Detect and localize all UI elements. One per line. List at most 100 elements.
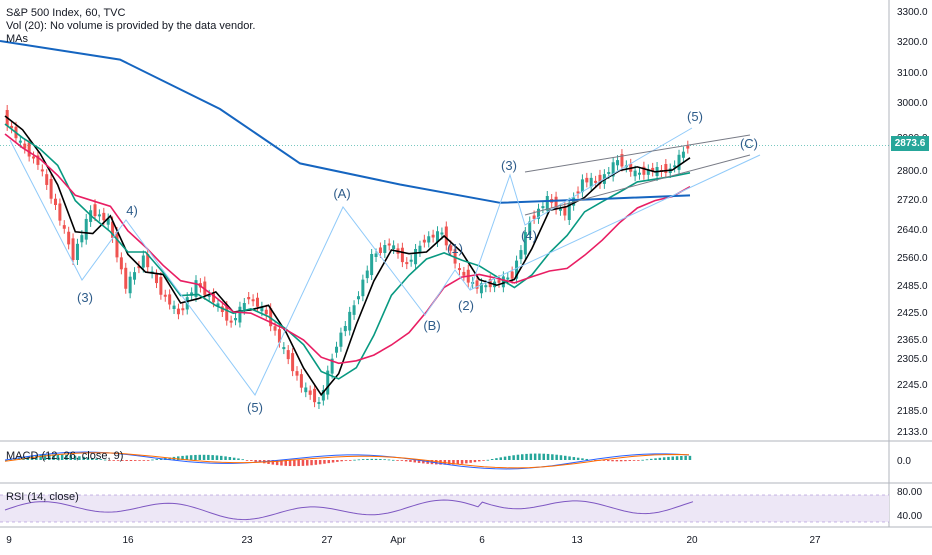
price-tick-label: 2485.0 (897, 281, 928, 292)
macd-histogram-bar (684, 455, 687, 460)
macd-histogram-bar (146, 460, 150, 461)
candle-body (673, 165, 677, 168)
macd-histogram-bar (546, 453, 550, 460)
macd-histogram-bar (254, 460, 257, 462)
candle-body (400, 247, 404, 263)
macd-histogram-bar (641, 459, 644, 461)
macd-histogram-bar (288, 460, 292, 467)
price-tick-label: 2365.0 (897, 335, 928, 346)
macd-histogram-bar (482, 460, 485, 461)
candle-body (163, 294, 167, 297)
candle-body (436, 231, 440, 242)
candle-body (10, 125, 14, 129)
macd-histogram-bar (60, 454, 64, 460)
macd-histogram-bar (404, 460, 408, 462)
candle-body (190, 292, 194, 296)
macd-signal-line (4, 452, 690, 469)
price-tick-label: 3200.0 (897, 37, 928, 48)
price-tick-label: 2800.0 (897, 166, 928, 177)
candle-body (225, 306, 229, 321)
candle-body (330, 358, 334, 374)
candle-body (32, 156, 36, 159)
candle-body (611, 162, 615, 177)
candle-body (264, 309, 268, 315)
candle-body (576, 191, 580, 194)
macd-histogram-bar (469, 460, 472, 463)
macd-histogram-bar (516, 454, 520, 460)
candle-body (462, 271, 466, 276)
macd-histogram-bar (538, 453, 541, 460)
candle-body (677, 154, 681, 170)
candle-body (115, 231, 119, 258)
price-tick-label: 2245.0 (897, 380, 928, 391)
macd-histogram-bar (194, 454, 197, 460)
rsi-tick-label: 80.00 (897, 487, 922, 498)
macd-histogram-bar (232, 457, 236, 460)
candle-body (168, 294, 172, 305)
macd-histogram-bar (645, 459, 649, 461)
macd-histogram-bar (336, 460, 339, 462)
macd-histogram-bar (615, 460, 619, 462)
candle-body (541, 206, 545, 209)
macd-histogram-bar (301, 460, 305, 466)
candle-body (102, 212, 106, 221)
candle-body (664, 164, 668, 173)
price-tick-label: 2425.0 (897, 308, 928, 319)
candle-body (620, 154, 624, 167)
macd-histogram-bar (39, 454, 42, 460)
time-tick-label: 20 (686, 535, 698, 546)
candle-body (291, 353, 295, 372)
candle-body (299, 374, 303, 388)
rsi-line (4, 499, 694, 521)
rsi-band (0, 495, 889, 522)
candle-body (133, 272, 137, 280)
macd-histogram-bar (258, 460, 262, 463)
candle-body (651, 167, 655, 172)
macd-histogram-bar (95, 458, 98, 460)
candle-body (646, 169, 650, 175)
price-tick-label: 2560.0 (897, 253, 928, 264)
ma-slow-line (4, 133, 691, 365)
candle-body (414, 248, 418, 265)
macd-histogram-bar (168, 457, 171, 460)
wave-label: (B) (423, 318, 440, 333)
macd-histogram-bar (198, 454, 201, 460)
candle-body (286, 350, 290, 360)
wave-label: (5) (687, 109, 703, 124)
macd-histogram-bar (271, 460, 275, 465)
candle-body (207, 294, 211, 297)
candle-body (273, 326, 277, 331)
candle-body (146, 254, 150, 268)
macd-histogram-bar (52, 454, 55, 460)
candle-body (475, 280, 479, 289)
macd-histogram-bar (392, 459, 395, 461)
macd-histogram-bar (568, 456, 571, 460)
price-tick-label: 2185.0 (897, 406, 928, 417)
macd-histogram-bar (108, 460, 111, 461)
macd-histogram-bar (155, 459, 158, 460)
candle-body (356, 296, 360, 300)
macd-histogram-bar (43, 454, 47, 460)
macd-histogram-bar (667, 456, 670, 460)
candle-body (23, 143, 27, 149)
macd-histogram-bar (525, 453, 528, 460)
macd-histogram-bar (456, 460, 459, 465)
candle-body (545, 196, 549, 211)
price-tick-label: 2640.0 (897, 225, 928, 236)
candle-body (374, 253, 378, 257)
macd-histogram-bar (280, 460, 283, 466)
time-tick-label: Apr (390, 535, 406, 546)
wave-label: (3) (501, 158, 517, 173)
wave-label: (5) (247, 400, 263, 415)
candle-body (510, 271, 514, 279)
candle-body (686, 145, 690, 149)
candle-body (528, 221, 532, 236)
macd-histogram-bar (503, 456, 507, 460)
candle-body (247, 297, 251, 300)
candle-body (313, 388, 317, 403)
macd-histogram-bar (559, 455, 563, 460)
macd-histogram-bar (245, 460, 249, 461)
macd-histogram-bar (383, 459, 386, 461)
